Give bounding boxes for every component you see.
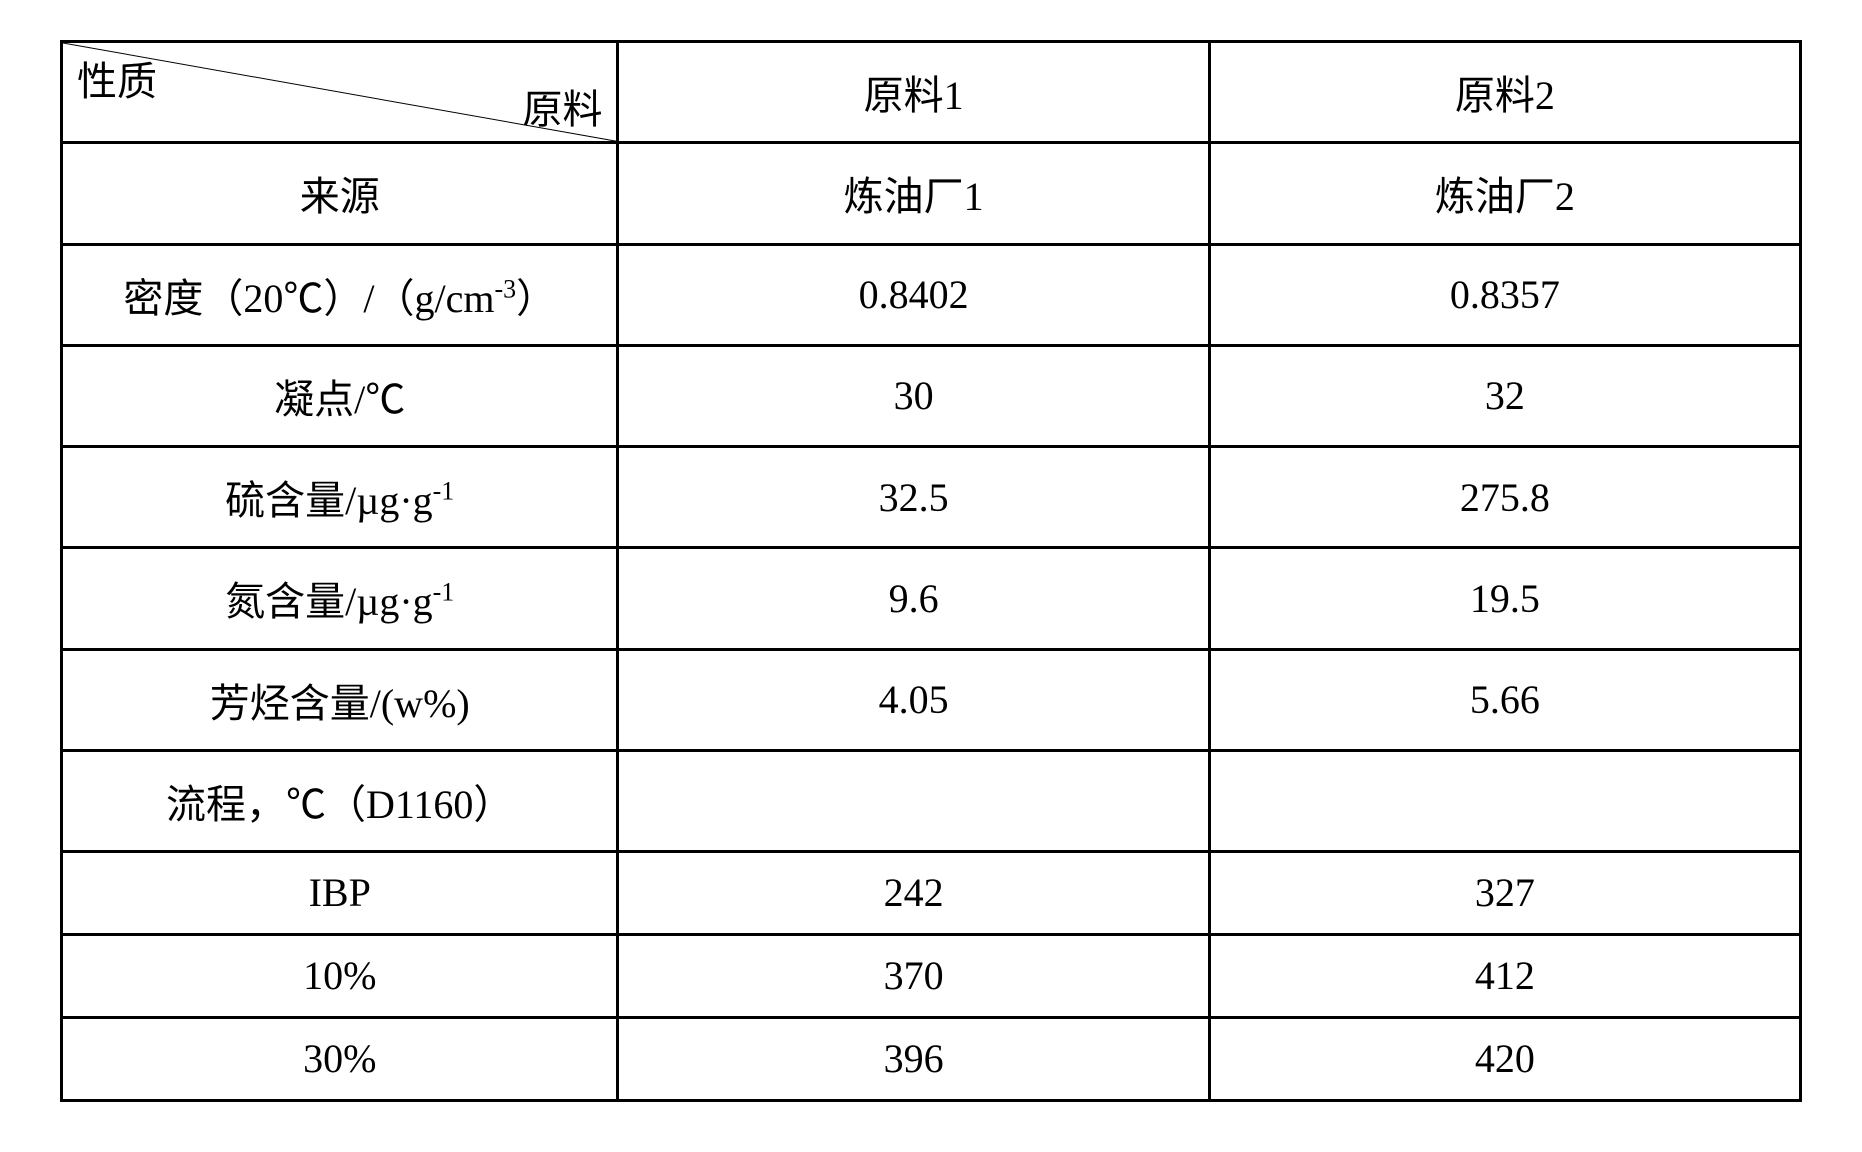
cell-material-1: 炼油厂1 xyxy=(618,143,1209,244)
table-row: 凝点/℃3032 xyxy=(62,345,1801,446)
table-row: IBP242327 xyxy=(62,852,1801,935)
table-header-row: 性质 原料 原料1 原料2 xyxy=(62,42,1801,143)
cell-material-1: 30 xyxy=(618,345,1209,446)
table-body: 性质 原料 原料1 原料2 来源炼油厂1炼油厂2密度（20℃）/（g/cm-3）… xyxy=(62,42,1801,1101)
diag-label-material: 原料 xyxy=(522,77,602,135)
cell-material-2: 0.8357 xyxy=(1209,244,1800,345)
page: 性质 原料 原料1 原料2 来源炼油厂1炼油厂2密度（20℃）/（g/cm-3）… xyxy=(0,0,1862,1152)
cell-material-1 xyxy=(618,750,1209,851)
row-label: 30% xyxy=(62,1017,618,1100)
row-label: 芳烃含量/(w%) xyxy=(62,649,618,750)
row-label: 来源 xyxy=(62,143,618,244)
table-row: 流程，℃（D1160） xyxy=(62,750,1801,851)
row-label: IBP xyxy=(62,852,618,935)
row-label: 流程，℃（D1160） xyxy=(62,750,618,851)
cell-material-1: 32.5 xyxy=(618,447,1209,548)
cell-material-2: 412 xyxy=(1209,934,1800,1017)
table-row: 密度（20℃）/（g/cm-3）0.84020.8357 xyxy=(62,244,1801,345)
cell-material-2: 炼油厂2 xyxy=(1209,143,1800,244)
cell-material-1: 396 xyxy=(618,1017,1209,1100)
cell-material-2: 32 xyxy=(1209,345,1800,446)
cell-material-1: 242 xyxy=(618,852,1209,935)
column-header-material-2: 原料2 xyxy=(1209,42,1800,143)
diagonal-header-cell: 性质 原料 xyxy=(62,42,618,143)
table-row: 氮含量/µg·g-19.619.5 xyxy=(62,548,1801,649)
table-row: 来源炼油厂1炼油厂2 xyxy=(62,143,1801,244)
diag-label-property: 性质 xyxy=(77,49,157,107)
row-label: 氮含量/µg·g-1 xyxy=(62,548,618,649)
cell-material-2: 420 xyxy=(1209,1017,1800,1100)
cell-material-2: 19.5 xyxy=(1209,548,1800,649)
table-row: 硫含量/µg·g-132.5275.8 xyxy=(62,447,1801,548)
cell-material-2: 5.66 xyxy=(1209,649,1800,750)
column-header-material-1: 原料1 xyxy=(618,42,1209,143)
cell-material-1: 370 xyxy=(618,934,1209,1017)
row-label: 硫含量/µg·g-1 xyxy=(62,447,618,548)
table-row: 10%370412 xyxy=(62,934,1801,1017)
spec-table: 性质 原料 原料1 原料2 来源炼油厂1炼油厂2密度（20℃）/（g/cm-3）… xyxy=(60,40,1802,1102)
cell-material-2 xyxy=(1209,750,1800,851)
diagonal-wrap: 性质 原料 xyxy=(63,43,616,141)
cell-material-2: 275.8 xyxy=(1209,447,1800,548)
cell-material-1: 9.6 xyxy=(618,548,1209,649)
cell-material-2: 327 xyxy=(1209,852,1800,935)
row-label: 密度（20℃）/（g/cm-3） xyxy=(62,244,618,345)
table-row: 芳烃含量/(w%)4.055.66 xyxy=(62,649,1801,750)
cell-material-1: 0.8402 xyxy=(618,244,1209,345)
cell-material-1: 4.05 xyxy=(618,649,1209,750)
table-row: 30%396420 xyxy=(62,1017,1801,1100)
row-label: 10% xyxy=(62,934,618,1017)
row-label: 凝点/℃ xyxy=(62,345,618,446)
